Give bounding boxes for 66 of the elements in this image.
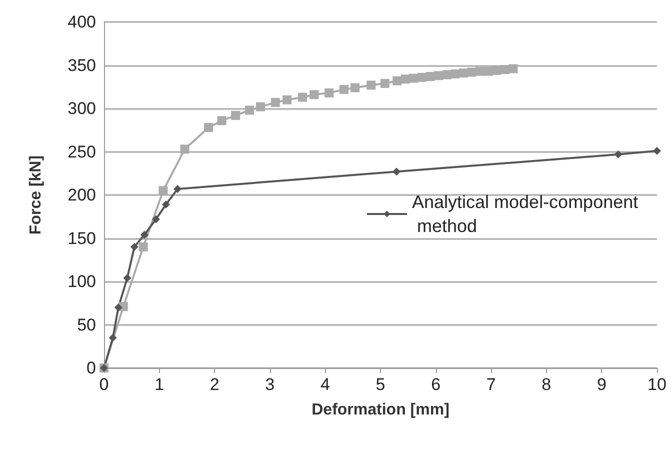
y-tick-label: 400 [68, 12, 96, 32]
x-tick-label: 4 [320, 375, 330, 394]
y-tick-label: 150 [68, 228, 96, 248]
x-tick-label: 0 [99, 375, 109, 394]
point [282, 95, 292, 104]
x-tick-label: 8 [542, 375, 552, 394]
point [298, 92, 308, 102]
x-tick-label: 5 [376, 375, 386, 394]
point [140, 230, 148, 239]
point [270, 98, 280, 107]
x-tick-label: 7 [486, 375, 496, 394]
point [392, 168, 401, 176]
y-tick-label: 300 [68, 99, 96, 118]
point [476, 66, 485, 76]
point [130, 242, 138, 251]
point [392, 76, 402, 86]
point [417, 72, 426, 82]
point [380, 78, 390, 88]
x-tick-label: 3 [265, 375, 275, 394]
point [138, 242, 148, 252]
point [217, 116, 226, 126]
point [500, 65, 510, 74]
point [442, 70, 452, 80]
point [310, 90, 319, 100]
x-axis-title: Deformation [mm] [312, 402, 450, 418]
point [108, 334, 117, 342]
point [450, 69, 460, 78]
point [614, 150, 622, 158]
point [158, 186, 168, 196]
point [180, 144, 190, 154]
point [467, 68, 476, 77]
point [653, 146, 661, 155]
x-tick-label: 1 [154, 375, 164, 394]
point [484, 66, 493, 76]
point [204, 123, 214, 132]
y-tick-label: 0 [86, 358, 96, 378]
x-tick-label: 9 [596, 375, 606, 394]
point [426, 72, 435, 81]
point [152, 215, 160, 224]
point [231, 110, 240, 120]
point [409, 74, 418, 83]
y-tick-label: 50 [77, 315, 96, 334]
legend-label: Analytical model-component method [412, 192, 638, 236]
x-tick-label: 2 [210, 375, 220, 394]
y-axis-title: Force [kN] [28, 155, 44, 235]
point [400, 74, 410, 84]
point [162, 200, 170, 209]
point [458, 68, 468, 78]
point [434, 71, 444, 80]
point [340, 84, 348, 94]
point [244, 106, 254, 115]
point [492, 66, 502, 75]
x-tick-label: 6 [431, 375, 441, 394]
point [508, 64, 518, 74]
y-tick-label: 100 [68, 272, 96, 291]
point [324, 88, 334, 98]
point [366, 80, 376, 90]
y-tick-label: 200 [68, 186, 96, 204]
x-tick-label: 10 [648, 375, 666, 394]
point [114, 303, 122, 312]
y-tick-label: 250 [68, 142, 96, 162]
point [123, 274, 132, 282]
point [256, 102, 265, 112]
point [174, 184, 182, 193]
y-tick-label: 350 [68, 56, 96, 75]
point [350, 83, 360, 92]
